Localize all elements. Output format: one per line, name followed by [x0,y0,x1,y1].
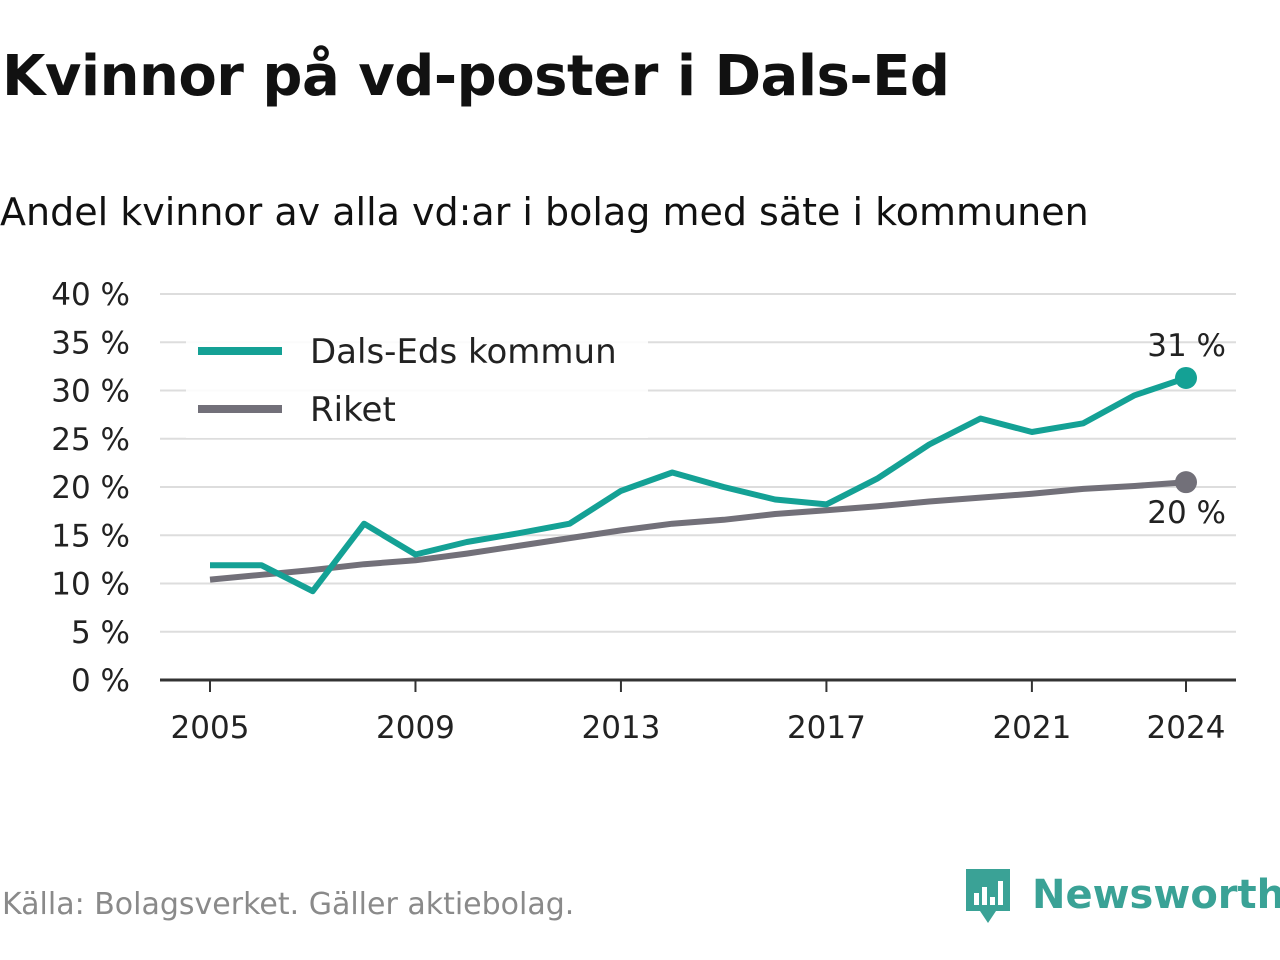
x-tick-label: 2009 [376,710,455,746]
series-line [210,375,1187,595]
y-tick-label: 40 % [51,277,130,313]
x-tick-label: 2021 [992,710,1071,746]
x-tick-label: 2017 [787,710,866,746]
x-tick-label: 2024 [1147,710,1226,746]
series-line [209,479,1187,583]
source-note: Källa: Bolagsverket. Gäller aktiebolag. [2,887,575,922]
legend-background [186,318,648,438]
end-labels: 31 % 20 % [1147,328,1226,531]
chart-title: Kvinnor på vd-poster i Dals-Ed [2,44,950,109]
brand-logo: Newsworthy [962,865,1280,925]
y-tick-label: 30 % [51,374,130,410]
y-tick-label: 25 % [51,422,130,458]
newsworthy-logo-icon [966,869,1010,923]
brand-name: Newsworthy [1032,872,1280,918]
series-end-point [1175,471,1197,494]
y-tick-label: 10 % [51,567,130,603]
y-tick-label: 20 % [51,470,130,506]
x-tick-label: 2005 [171,710,250,746]
legend: Dals-Eds kommun Riket [186,318,648,438]
y-tick-label: 5 % [71,615,130,651]
x-tick-label: 2013 [581,710,660,746]
y-tick-label: 35 % [51,325,130,361]
series-end-label: 31 % [1147,328,1226,364]
x-axis-ticks: 2005 2009 2013 2017 2021 2024 [160,678,1236,746]
series-lines [209,366,1197,595]
series-end-label: 20 % [1147,495,1226,531]
y-axis-ticks: 0 % 5 % 10 % 15 % 20 % 25 % 30 % 35 % 40 % [51,277,130,699]
legend-label: Dals-Eds kommun [310,332,617,372]
legend-label: Riket [310,390,396,430]
series-end-point [1175,366,1197,389]
y-tick-label: 15 % [51,518,130,554]
y-tick-label: 0 % [71,663,130,699]
chart-subtitle: Andel kvinnor av alla vd:ar i bolag med … [0,190,1089,234]
